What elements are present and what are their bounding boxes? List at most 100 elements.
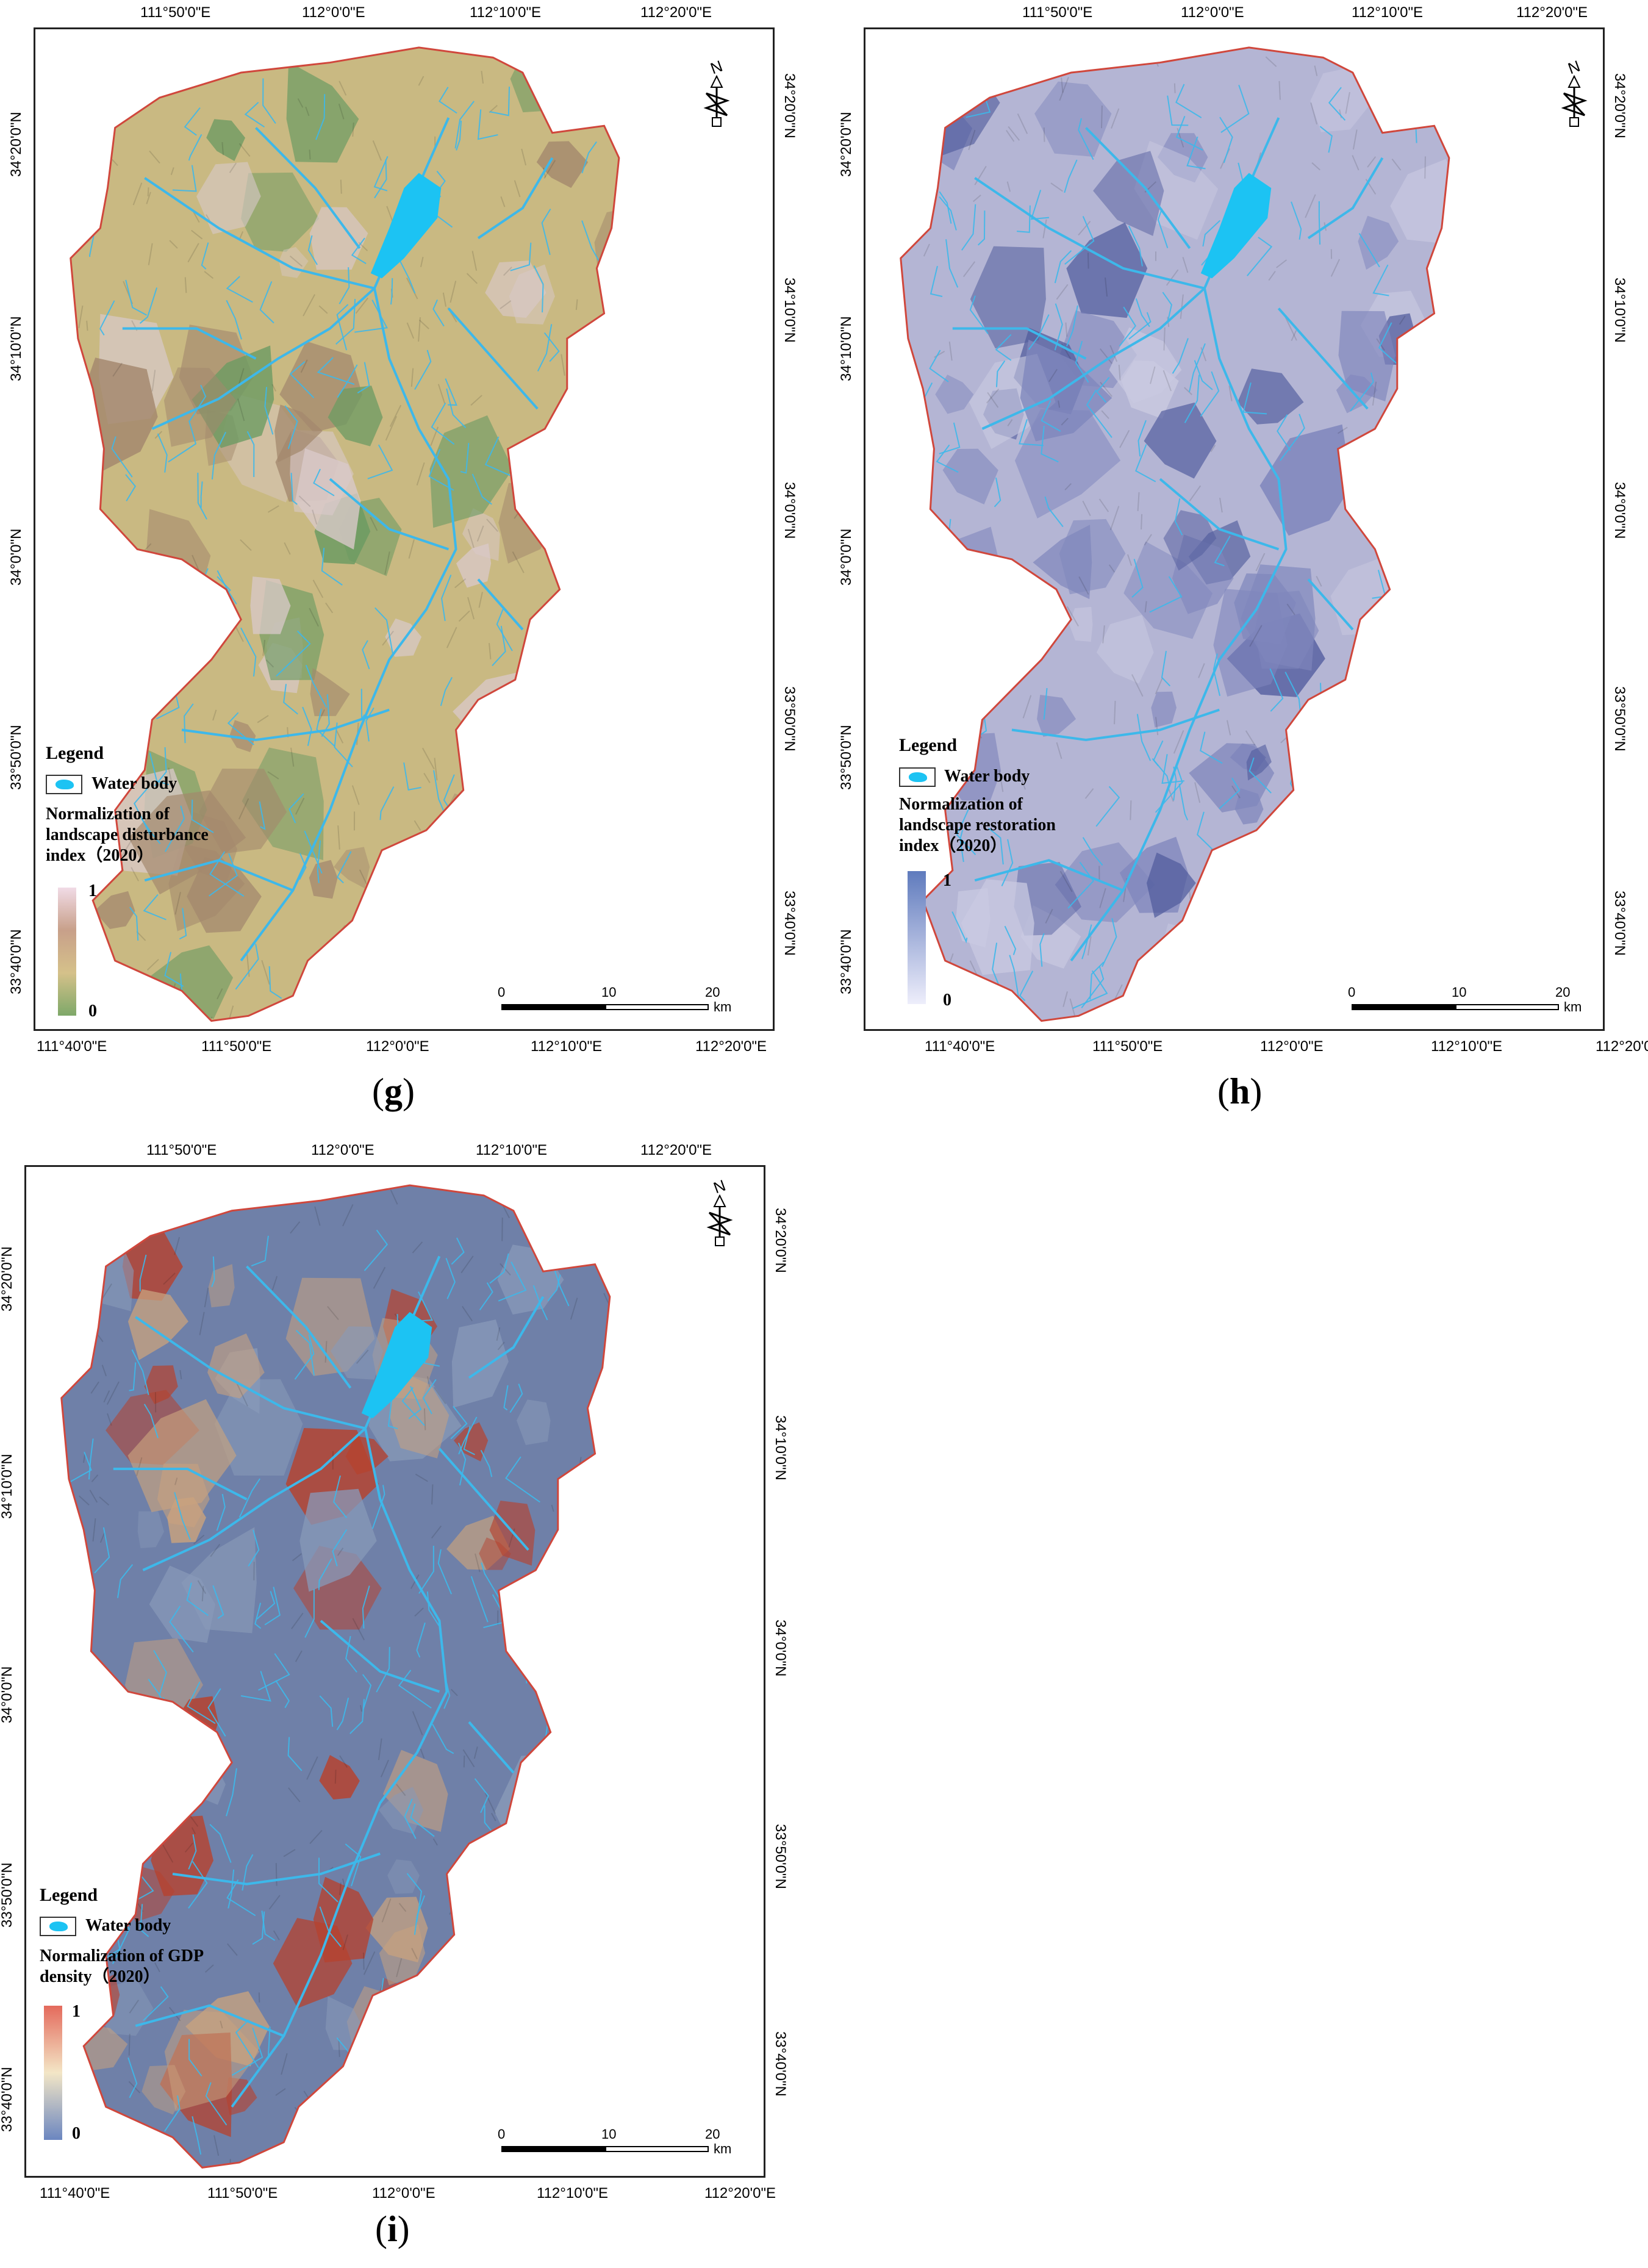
tributary-line xyxy=(244,102,265,128)
hillshade-stroke xyxy=(620,1479,623,1489)
hillshade-stroke xyxy=(880,755,892,762)
landscape-patch xyxy=(389,1368,450,1459)
hillshade-stroke xyxy=(103,1390,110,1403)
landscape-patch xyxy=(1372,854,1449,948)
hillshade-stroke xyxy=(1446,235,1448,248)
hillshade-stroke xyxy=(492,894,498,903)
hillshade-stroke xyxy=(882,312,894,320)
hillshade-stroke xyxy=(897,1028,908,1036)
hillshade-stroke xyxy=(204,271,214,279)
hillshade-stroke xyxy=(295,1650,303,1662)
hillshade-stroke xyxy=(700,847,703,866)
hillshade-stroke xyxy=(442,292,447,307)
tributary-line xyxy=(1392,692,1406,718)
tributary-line xyxy=(1131,559,1144,598)
hillshade-stroke xyxy=(70,340,71,348)
hillshade-stroke xyxy=(1417,669,1425,684)
hillshade-stroke xyxy=(984,575,996,601)
hillshade-stroke xyxy=(1443,70,1449,79)
color-ramp xyxy=(908,871,926,1004)
hillshade-stroke xyxy=(34,2112,43,2129)
tributary-line xyxy=(443,1671,451,1709)
tributary-line xyxy=(264,1587,281,1626)
tributary-line xyxy=(1174,498,1183,536)
landscape-patch xyxy=(1069,606,1093,642)
tributary-line xyxy=(445,378,457,406)
hillshade-stroke xyxy=(673,1725,677,1742)
hillshade-stroke xyxy=(290,747,295,767)
hillshade-stroke xyxy=(297,98,304,108)
landscape-patch xyxy=(460,1925,505,1967)
landscape-patch xyxy=(1237,368,1304,425)
hillshade-stroke xyxy=(1058,400,1061,408)
landscape-patch xyxy=(1390,159,1449,243)
tributary-line xyxy=(1075,340,1089,383)
study-area-map xyxy=(872,46,1591,1036)
tributary-line xyxy=(94,1527,110,1574)
landscape-patch xyxy=(1151,691,1177,728)
hillshade-stroke xyxy=(334,1770,337,1784)
tributary-line xyxy=(418,1545,434,1594)
index-title-line-2: landscape restoration xyxy=(899,816,1056,834)
tributary-line xyxy=(1054,250,1072,284)
tributary-line xyxy=(549,1927,565,1958)
hillshade-stroke xyxy=(1391,158,1402,171)
tributary-line xyxy=(550,719,557,747)
tributary-line xyxy=(240,1671,271,1702)
tributary-line xyxy=(1067,861,1095,909)
tributary-line xyxy=(961,204,976,251)
river-line xyxy=(1277,307,1369,410)
hillshade-stroke xyxy=(466,273,478,284)
hillshade-stroke xyxy=(575,299,578,310)
tributary-line xyxy=(179,908,187,940)
hillshade-stroke xyxy=(414,1607,424,1617)
hillshade-stroke xyxy=(648,1410,649,1421)
landscape-patch xyxy=(555,760,619,824)
hillshade-stroke xyxy=(526,720,535,741)
landscape-patch xyxy=(942,448,998,504)
hillshade-stroke xyxy=(650,1676,660,1696)
bottom-longitude-label: 112°10'0"E xyxy=(537,2185,609,2202)
hillshade-stroke xyxy=(634,1283,639,1307)
hillshade-stroke xyxy=(1166,269,1179,286)
tributary-line xyxy=(1082,837,1103,866)
hillshade-stroke xyxy=(1118,364,1121,381)
hillshade-stroke xyxy=(761,634,771,653)
hillshade-stroke xyxy=(1582,311,1591,330)
hillshade-stroke xyxy=(543,160,556,179)
right-latitude-label: 34°0'0"N xyxy=(781,482,798,539)
hillshade-stroke xyxy=(529,1601,542,1613)
hillshade-stroke xyxy=(136,931,146,941)
hillshade-stroke xyxy=(1231,785,1241,798)
tributary-line xyxy=(188,1861,208,1909)
tributary-line xyxy=(1150,955,1174,989)
hillshade-stroke xyxy=(1483,623,1492,645)
tributary-line xyxy=(410,1803,435,1837)
tributary-line xyxy=(376,1646,390,1693)
landscape-patch xyxy=(299,1488,377,1592)
river-line xyxy=(151,117,450,430)
map-panel-h: 111°50'0"E 112°0'0"E 112°10'0"E 112°20'0"E 1… xyxy=(838,0,1648,1116)
tributary-line xyxy=(191,800,214,833)
hillshade-stroke xyxy=(512,551,525,573)
hillshade-stroke xyxy=(450,281,457,303)
hillshade-stroke xyxy=(279,2153,292,2164)
hillshade-stroke xyxy=(325,602,334,614)
tributary-line xyxy=(332,1529,348,1566)
tributary-line xyxy=(576,2045,603,2081)
hillshade-stroke xyxy=(987,392,999,408)
hillshade-stroke xyxy=(408,539,415,559)
hillshade-stroke xyxy=(204,1964,214,1973)
hillshade-stroke xyxy=(872,1014,881,1033)
tributary-line xyxy=(68,1451,92,1484)
hillshade-stroke xyxy=(927,138,937,163)
tributary-line xyxy=(209,853,238,897)
hillshade-stroke xyxy=(61,1704,63,1718)
hillshade-stroke xyxy=(606,2042,610,2056)
hillshade-stroke xyxy=(1310,102,1318,124)
hillshade-stroke xyxy=(430,426,439,446)
hillshade-stroke xyxy=(1475,479,1485,493)
color-ramp xyxy=(44,2006,62,2140)
right-latitude-label: 34°20'0"N xyxy=(1611,73,1628,138)
right-latitude-label: 33°50'0"N xyxy=(1611,686,1628,752)
